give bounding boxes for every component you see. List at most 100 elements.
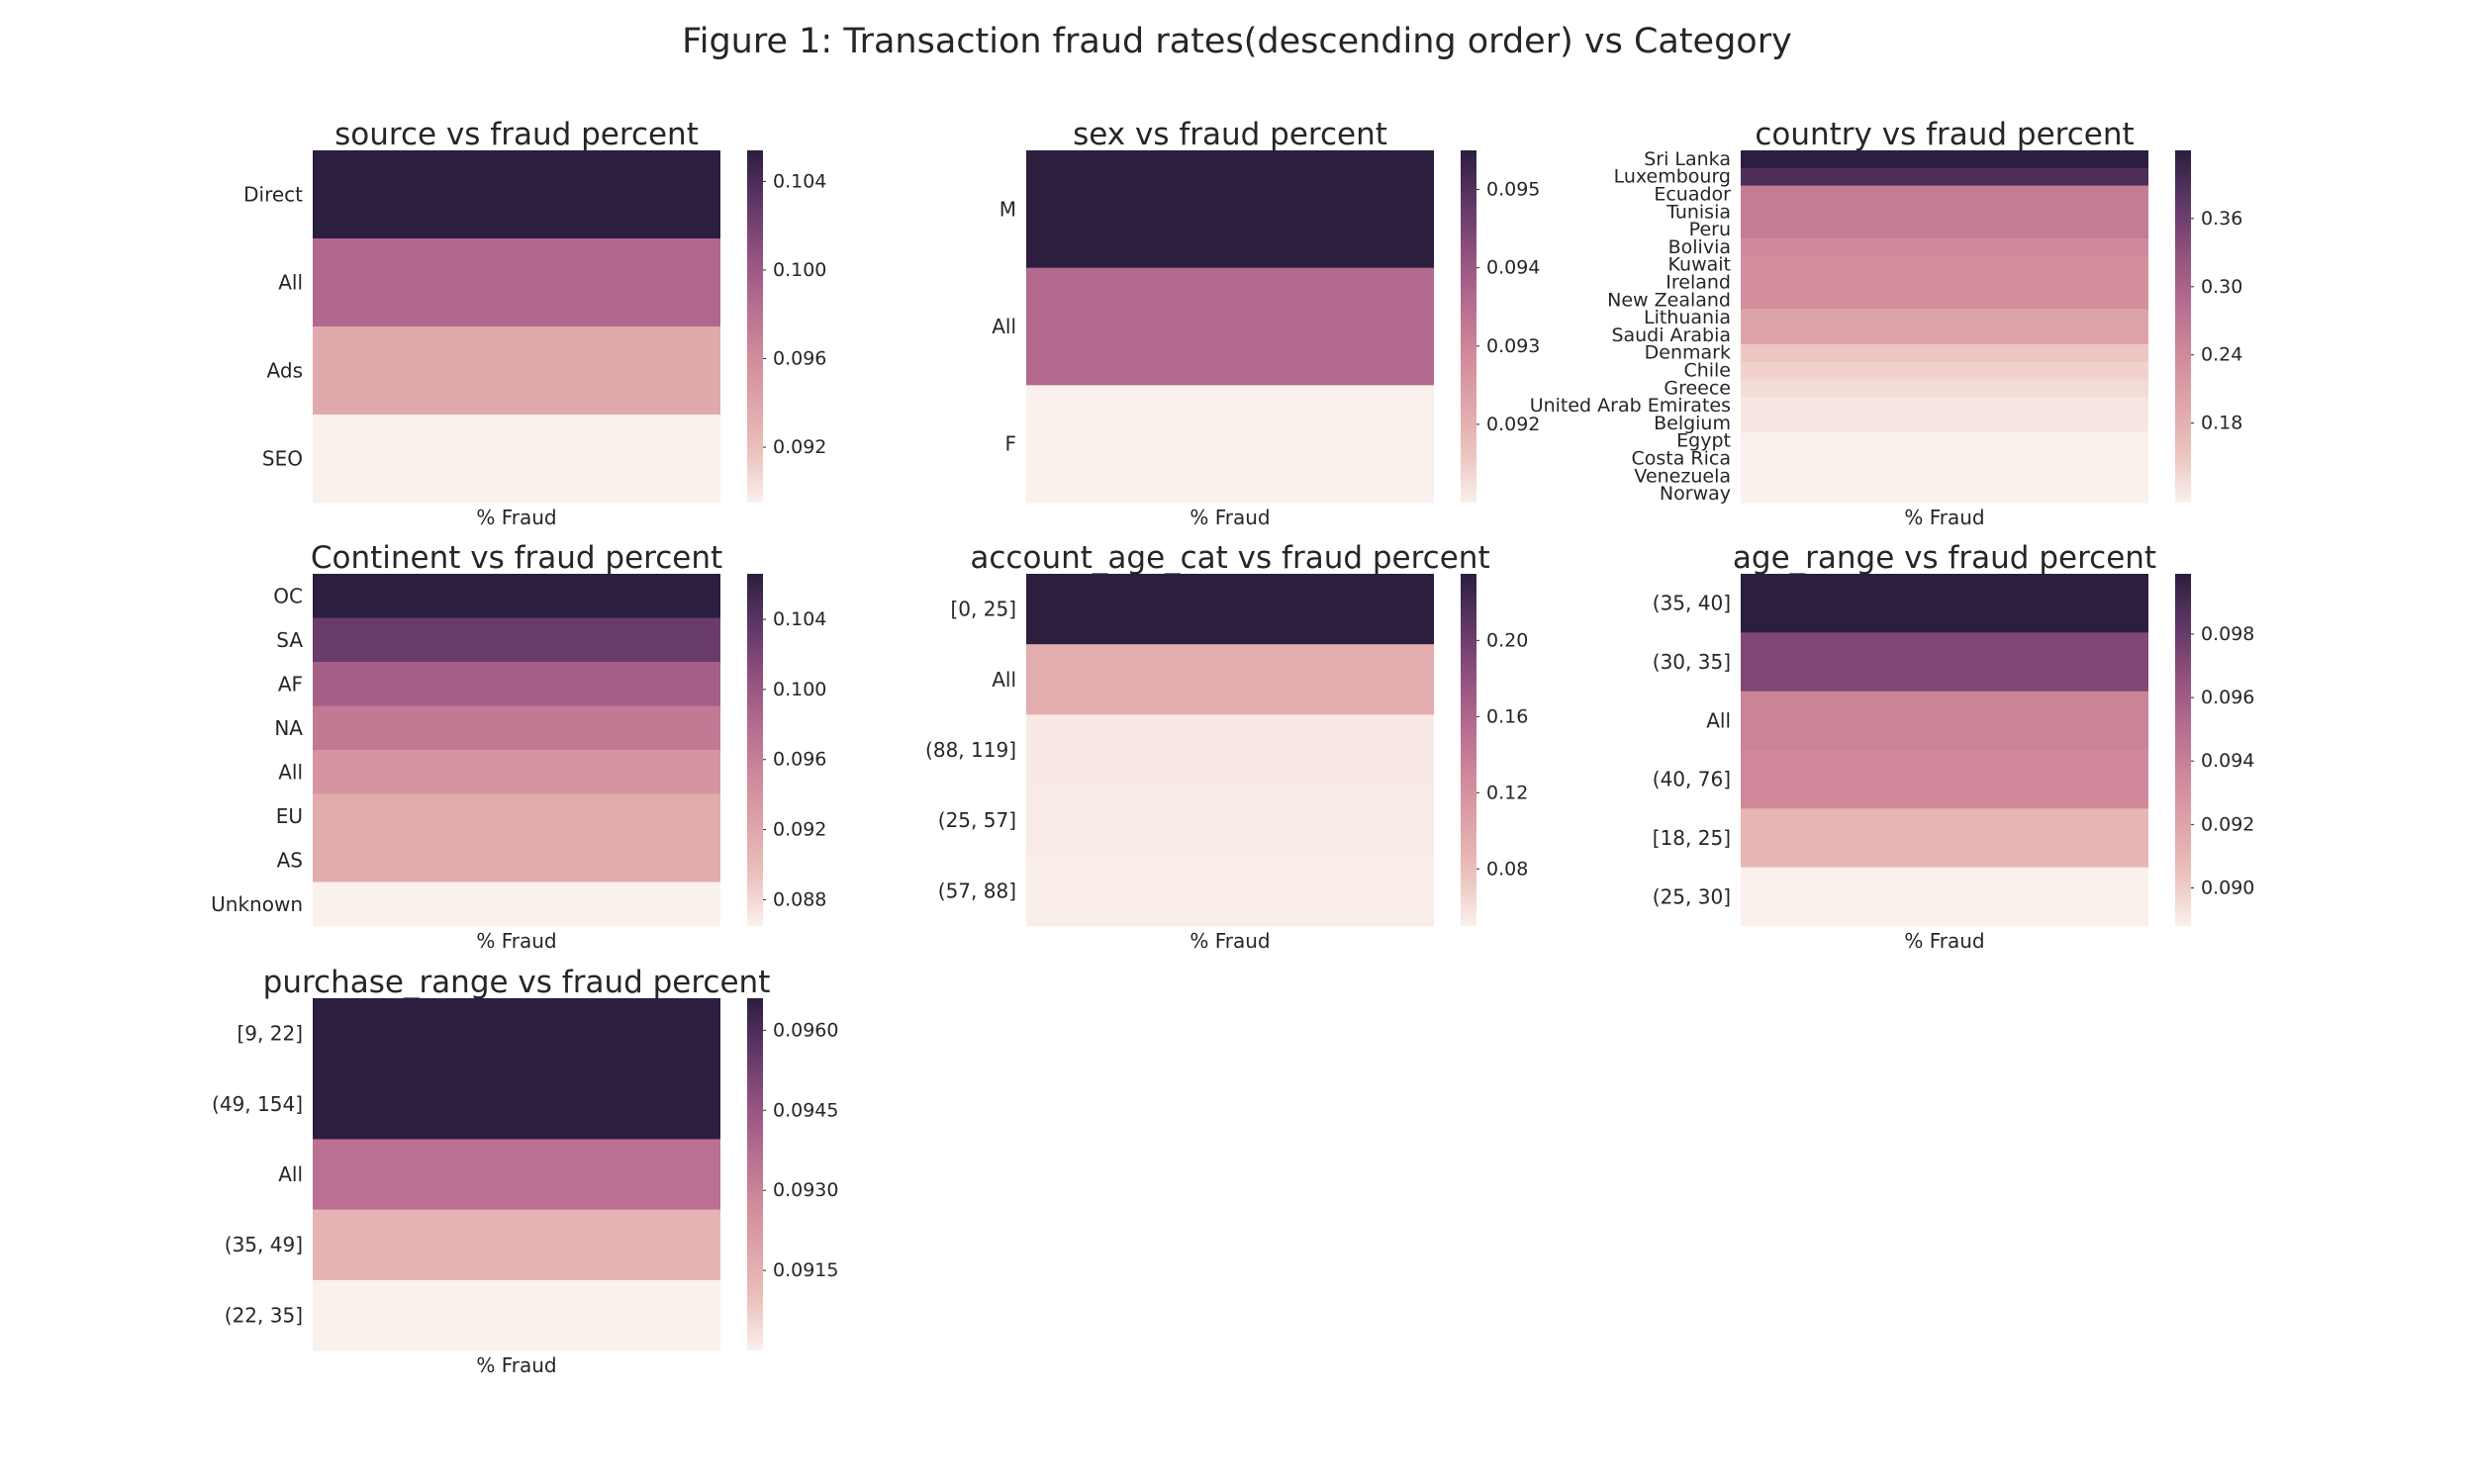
- heatmap-cell: [313, 326, 720, 416]
- panel-title: sex vs fraud percent: [1073, 117, 1387, 152]
- category-label: SEO: [262, 447, 303, 471]
- colorbar-tick-label: 0.092: [1486, 414, 1540, 435]
- colorbar-tick-label: 0.090: [2201, 878, 2254, 899]
- x-axis-label: % Fraud: [1904, 506, 1984, 529]
- heatmap-cell: [1741, 343, 2148, 363]
- panel-title: age_range vs fraud percent: [1733, 540, 2156, 576]
- category-label: Direct: [243, 183, 303, 207]
- heatmap-cell: [1741, 415, 2148, 433]
- heatmap-cell: [313, 1068, 720, 1140]
- heatmap-cell: [313, 881, 720, 927]
- colorbar-tick-label: 0.36: [2201, 208, 2242, 230]
- heatmap-cell: [1741, 691, 2148, 751]
- category-label: F: [1004, 432, 1016, 456]
- heatmap-cell: [1741, 397, 2148, 416]
- colorbar-tick-label: 0.18: [2201, 413, 2242, 434]
- category-label: AF: [278, 672, 303, 696]
- heatmap-cell: [1741, 808, 2148, 869]
- heatmap-cell: [1741, 326, 2148, 345]
- heatmap-cell: [1741, 150, 2148, 169]
- colorbar-tick-label: 0.20: [1486, 629, 1528, 651]
- panel-title: account_age_cat vs fraud percent: [970, 540, 1489, 576]
- heatmap-cell: [313, 793, 720, 839]
- heatmap-cell: [313, 1209, 720, 1281]
- heatmap-cell: [1026, 785, 1434, 857]
- colorbar-tick-label: 0.104: [773, 608, 826, 630]
- heatmap-cell: [1026, 267, 1434, 386]
- category-label: (35, 49]: [225, 1233, 303, 1256]
- heatmap-cell: [313, 238, 720, 327]
- panel-title: purchase_range vs fraud percent: [263, 965, 771, 1000]
- heatmap-panel: source vs fraud percent Direct All Ads SEO % …: [243, 117, 826, 529]
- colorbar-tick-label: 0.100: [773, 259, 826, 281]
- colorbar-tick-label: 0.096: [773, 749, 826, 771]
- heatmap-cell: [1741, 238, 2148, 257]
- colorbar-tick-label: 0.0915: [773, 1259, 838, 1281]
- colorbar-tick-label: 0.24: [2201, 344, 2242, 366]
- category-label: Ecuador: [1654, 184, 1731, 206]
- heatmap-panel: account_age_cat vs fraud percent [0, 25] A…: [925, 540, 1528, 953]
- category-label: (35, 40]: [1653, 592, 1731, 615]
- heatmap-cell: [1741, 867, 2148, 927]
- x-axis-label: % Fraud: [1189, 506, 1270, 529]
- colorbar: [1461, 150, 1476, 503]
- heatmap-panel: age_range vs fraud percent(35, 40] (30, 3…: [1653, 540, 2255, 953]
- colorbar-tick-label: 0.098: [2201, 623, 2254, 645]
- colorbar: [747, 150, 763, 503]
- colorbar: [747, 998, 763, 1350]
- colorbar-tick-label: 0.094: [1486, 257, 1540, 279]
- colorbar-tick-label: 0.094: [2201, 750, 2254, 772]
- category-label: New Zealand: [1607, 289, 1731, 311]
- heatmap-cell: [1741, 309, 2148, 327]
- heatmap-cell: [313, 662, 720, 707]
- heatmap-panel: purchase_range vs fraud percent [9, 22] (4…: [212, 965, 838, 1377]
- heatmap-cell: [1741, 574, 2148, 633]
- category-label: EU: [276, 804, 303, 828]
- heatmap-cell: [1741, 467, 2148, 486]
- heatmap-cell: [1741, 167, 2148, 187]
- colorbar-tick-label: 0.12: [1486, 782, 1528, 803]
- heatmap-cell: [1741, 291, 2148, 310]
- category-label: M: [999, 197, 1016, 221]
- category-label: Norway: [1660, 483, 1731, 505]
- category-label: All: [278, 1162, 303, 1186]
- x-axis-label: % Fraud: [476, 1353, 556, 1377]
- colorbar-tick-label: 0.30: [2201, 276, 2242, 298]
- category-label: Lithuania: [1644, 307, 1731, 328]
- heatmap-cell: [1741, 431, 2148, 451]
- category-label: Denmark: [1645, 342, 1731, 364]
- colorbar-tick-label: 0.0930: [773, 1179, 838, 1201]
- colorbar-tick-label: 0.0960: [773, 1019, 838, 1041]
- category-label: (57, 88]: [938, 879, 1016, 902]
- category-label: Saudi Arabia: [1611, 325, 1731, 346]
- category-label: All: [278, 760, 303, 784]
- category-label: SA: [276, 628, 303, 652]
- heatmap-cell: [313, 838, 720, 883]
- category-label: Peru: [1689, 219, 1731, 240]
- panel-title: source vs fraud percent: [334, 117, 699, 152]
- colorbar: [2175, 574, 2191, 926]
- heatmap-cell: [1741, 632, 2148, 693]
- category-label: [18, 25]: [1653, 826, 1731, 850]
- x-axis-label: % Fraud: [1189, 929, 1270, 953]
- category-label: [0, 25]: [951, 598, 1017, 621]
- heatmap-cell: [1026, 385, 1434, 504]
- heatmap-cell: [1026, 574, 1434, 645]
- category-label: United Arab Emirates: [1530, 395, 1731, 417]
- heatmap-cell: [313, 617, 720, 663]
- colorbar-tick-label: 0.16: [1486, 705, 1528, 727]
- category-label: Bolivia: [1668, 236, 1731, 258]
- heatmap-cell: [1741, 273, 2148, 292]
- category-label: Venezuela: [1634, 465, 1731, 487]
- colorbar-tick-label: 0.0945: [773, 1099, 838, 1121]
- x-axis-label: % Fraud: [476, 929, 556, 953]
- category-label: (25, 30]: [1653, 884, 1731, 908]
- heatmap-cell: [1026, 644, 1434, 715]
- colorbar: [747, 574, 763, 926]
- heatmap-cell: [1741, 221, 2148, 239]
- x-axis-label: % Fraud: [1904, 929, 1984, 953]
- heatmap-cell: [1741, 485, 2148, 504]
- colorbar: [1461, 574, 1476, 926]
- colorbar-tick-label: 0.092: [773, 436, 826, 458]
